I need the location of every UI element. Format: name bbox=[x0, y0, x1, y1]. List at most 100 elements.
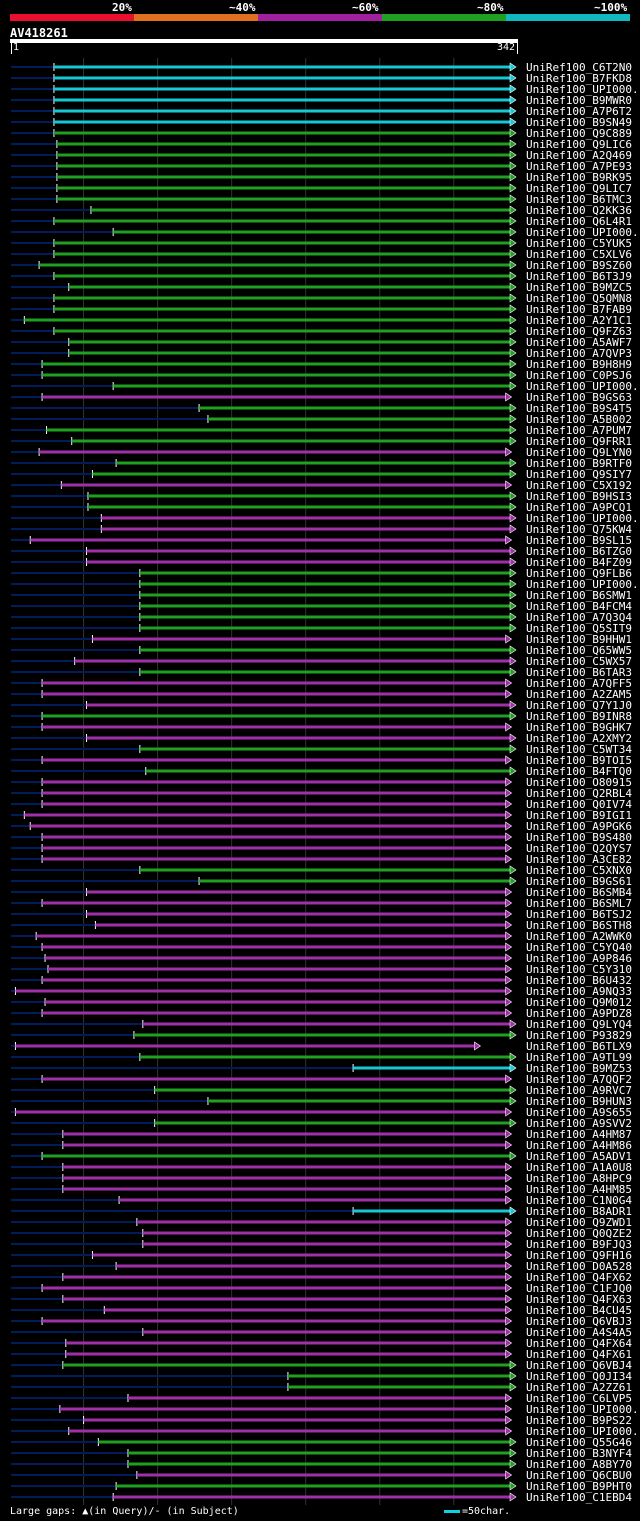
hit-row[interactable]: UniRef100_C5YQ40 bbox=[11, 941, 632, 954]
hit-label[interactable]: UniRef100_B9SZ60 bbox=[526, 259, 632, 272]
hit-label[interactable]: UniRef100_A7QVP3 bbox=[526, 347, 632, 360]
hit-label[interactable]: UniRef100_C1EBD4 bbox=[526, 1491, 632, 1504]
hit-row[interactable]: UniRef100_B6TZG0 bbox=[11, 545, 632, 558]
hit-row[interactable]: UniRef100_B9GS61 bbox=[11, 875, 632, 888]
hit-label[interactable]: UniRef100_Q0IV74 bbox=[526, 798, 632, 811]
hit-row[interactable]: UniRef100_Q9SIY7 bbox=[11, 468, 632, 481]
hit-label[interactable]: UniRef100_B9S4T5 bbox=[526, 402, 632, 415]
hit-row[interactable]: UniRef100_Q9M012 bbox=[11, 996, 632, 1009]
hit-row[interactable]: UniRef100_A9S655 bbox=[11, 1106, 632, 1119]
hit-row[interactable]: UniRef100_A5ADV1 bbox=[11, 1150, 632, 1163]
hit-row[interactable]: UniRef100_B6TMC3 bbox=[11, 193, 632, 206]
hit-row[interactable]: UniRef100_B9IGI1 bbox=[11, 809, 632, 822]
hit-label[interactable]: UniRef100_Q6VBJ4 bbox=[526, 1359, 632, 1372]
hit-label[interactable]: UniRef100_B6SMW1 bbox=[526, 589, 632, 602]
hit-row[interactable]: UniRef100_Q9LIC7 bbox=[11, 182, 632, 195]
hit-row[interactable]: UniRef100_Q9FLB6 bbox=[11, 567, 632, 580]
hit-row[interactable]: UniRef100_A2Q469 bbox=[11, 149, 632, 162]
hit-row[interactable]: UniRef100_A9P846 bbox=[11, 952, 632, 965]
hit-label[interactable]: UniRef100_B9GS61 bbox=[526, 875, 632, 888]
hit-row[interactable]: UniRef100_A9NQ33 bbox=[11, 985, 632, 998]
hit-label[interactable]: UniRef100_Q9FRR1 bbox=[526, 435, 632, 448]
hit-label[interactable]: UniRef100_UPI000.. bbox=[526, 512, 640, 525]
hit-row[interactable]: UniRef100_B9GS63 bbox=[11, 391, 632, 404]
hit-row[interactable]: UniRef100_UPI000.. bbox=[11, 578, 640, 591]
hit-label[interactable]: UniRef100_B9MZC5 bbox=[526, 281, 632, 294]
hit-row[interactable]: UniRef100_A2ZAM5 bbox=[11, 688, 632, 701]
hit-row[interactable]: UniRef100_A7Q3Q4 bbox=[11, 611, 632, 624]
hit-label[interactable]: UniRef100_C5XNX0 bbox=[526, 864, 632, 877]
hit-row[interactable]: UniRef100_B9HUN3 bbox=[11, 1095, 632, 1108]
hit-row[interactable]: UniRef100_A9PGK6 bbox=[11, 820, 632, 833]
hit-row[interactable]: UniRef100_P93829 bbox=[11, 1029, 632, 1042]
hit-row[interactable]: UniRef100_A7QVP3 bbox=[11, 347, 632, 360]
hit-row[interactable]: UniRef100_Q4FX62 bbox=[11, 1271, 632, 1284]
hit-row[interactable]: UniRef100_B9H8H9 bbox=[11, 358, 632, 371]
hit-label[interactable]: UniRef100_C1N0G4 bbox=[526, 1194, 632, 1207]
hit-row[interactable]: UniRef100_B6TLX9 bbox=[11, 1040, 632, 1053]
hit-row[interactable]: UniRef100_B8ADR1 bbox=[11, 1205, 632, 1218]
hit-row[interactable]: UniRef100_B4FTQ0 bbox=[11, 765, 632, 778]
hit-row[interactable]: UniRef100_B9SL15 bbox=[11, 534, 632, 547]
hit-row[interactable]: UniRef100_Q0JI34 bbox=[11, 1370, 632, 1383]
hit-row[interactable]: UniRef100_A2XMY2 bbox=[11, 732, 632, 745]
hit-row[interactable]: UniRef100_Q0QZE2 bbox=[11, 1227, 632, 1240]
hit-row[interactable]: UniRef100_C1N0G4 bbox=[11, 1194, 632, 1207]
hit-label[interactable]: UniRef100_Q4FX63 bbox=[526, 1293, 632, 1306]
hit-row[interactable]: UniRef100_C5WX57 bbox=[11, 655, 632, 668]
hit-label[interactable]: UniRef100_B9MZ53 bbox=[526, 1062, 632, 1075]
hit-label[interactable]: UniRef100_B4FCM4 bbox=[526, 600, 632, 613]
hit-row[interactable]: UniRef100_O80915 bbox=[11, 776, 632, 789]
hit-row[interactable]: UniRef100_Q5QMN8 bbox=[11, 292, 632, 305]
hit-label[interactable]: UniRef100_B9INR8 bbox=[526, 710, 632, 723]
hit-label[interactable]: UniRef100_UPI000.. bbox=[526, 578, 640, 591]
hit-row[interactable]: UniRef100_A5B002 bbox=[11, 413, 632, 426]
hit-row[interactable]: UniRef100_A1A0U8 bbox=[11, 1161, 632, 1174]
hit-row[interactable]: UniRef100_Q0IV74 bbox=[11, 798, 632, 811]
hit-row[interactable]: UniRef100_A8HPC9 bbox=[11, 1172, 632, 1185]
hit-row[interactable]: UniRef100_B6TSJ2 bbox=[11, 908, 632, 921]
hit-label[interactable]: UniRef100_B9SN49 bbox=[526, 116, 632, 129]
hit-row[interactable]: UniRef100_B4FZ09 bbox=[11, 556, 632, 569]
hit-label[interactable]: UniRef100_B6TZG0 bbox=[526, 545, 632, 558]
hit-label[interactable]: UniRef100_A9PGK6 bbox=[526, 820, 632, 833]
hit-row[interactable]: UniRef100_Q9ZWD1 bbox=[11, 1216, 632, 1229]
hit-label[interactable]: UniRef100_B9SL15 bbox=[526, 534, 632, 547]
hit-label[interactable]: UniRef100_B6TLX9 bbox=[526, 1040, 632, 1053]
hit-row[interactable]: UniRef100_A9TL99 bbox=[11, 1051, 632, 1064]
hit-label[interactable]: UniRef100_B6SML7 bbox=[526, 897, 632, 910]
hit-row[interactable]: UniRef100_A7PE93 bbox=[11, 160, 632, 173]
hit-label[interactable]: UniRef100_B9PHT0 bbox=[526, 1480, 632, 1493]
hit-row[interactable]: UniRef100_Q6L4R1 bbox=[11, 215, 632, 228]
hit-row[interactable]: UniRef100_Q9C889 bbox=[11, 127, 632, 140]
hit-row[interactable]: UniRef100_Q9LYN0 bbox=[11, 446, 632, 459]
hit-label[interactable]: UniRef100_C0PSJ6 bbox=[526, 369, 632, 382]
hit-row[interactable]: UniRef100_A9PDZ8 bbox=[11, 1007, 632, 1020]
hit-label[interactable]: UniRef100_B9HHW1 bbox=[526, 633, 632, 646]
hit-row[interactable]: UniRef100_A7PUM7 bbox=[11, 424, 632, 437]
hit-row[interactable]: UniRef100_Q55G46 bbox=[11, 1436, 632, 1449]
hit-label[interactable]: UniRef100_C5X192 bbox=[526, 479, 632, 492]
hit-label[interactable]: UniRef100_Q9C889 bbox=[526, 127, 632, 140]
hit-label[interactable]: UniRef100_Q2KK36 bbox=[526, 204, 632, 217]
hit-row[interactable]: UniRef100_B9INR8 bbox=[11, 710, 632, 723]
hit-label[interactable]: UniRef100_UPI000.. bbox=[526, 1403, 640, 1416]
hit-row[interactable]: UniRef100_B3NYF4 bbox=[11, 1447, 632, 1460]
hit-label[interactable]: UniRef100_A9RVC7 bbox=[526, 1084, 632, 1097]
hit-row[interactable]: UniRef100_C1EBD4 bbox=[11, 1491, 632, 1504]
hit-row[interactable]: UniRef100_C5XLV6 bbox=[11, 248, 632, 261]
hit-row[interactable]: UniRef100_A4HM87 bbox=[11, 1128, 632, 1141]
hit-label[interactable]: UniRef100_C5XLV6 bbox=[526, 248, 632, 261]
hit-row[interactable]: UniRef100_UPI000.. bbox=[11, 83, 640, 96]
hit-label[interactable]: UniRef100_A4HM85 bbox=[526, 1183, 632, 1196]
hit-label[interactable]: UniRef100_B9PS22 bbox=[526, 1414, 632, 1427]
hit-label[interactable]: UniRef100_Q4FX61 bbox=[526, 1348, 632, 1361]
hit-label[interactable]: UniRef100_A8BY70 bbox=[526, 1458, 632, 1471]
hit-label[interactable]: UniRef100_Q9FLB6 bbox=[526, 567, 632, 580]
hit-row[interactable]: UniRef100_Q75KW4 bbox=[11, 523, 632, 536]
hit-label[interactable]: UniRef100_B9HSI3 bbox=[526, 490, 632, 503]
hit-label[interactable]: UniRef100_A4HM86 bbox=[526, 1139, 632, 1152]
hit-label[interactable]: UniRef100_Q2RBL4 bbox=[526, 787, 632, 800]
hit-label[interactable]: UniRef100_Q65WW5 bbox=[526, 644, 632, 657]
hit-row[interactable]: UniRef100_B6SMB4 bbox=[11, 886, 632, 899]
